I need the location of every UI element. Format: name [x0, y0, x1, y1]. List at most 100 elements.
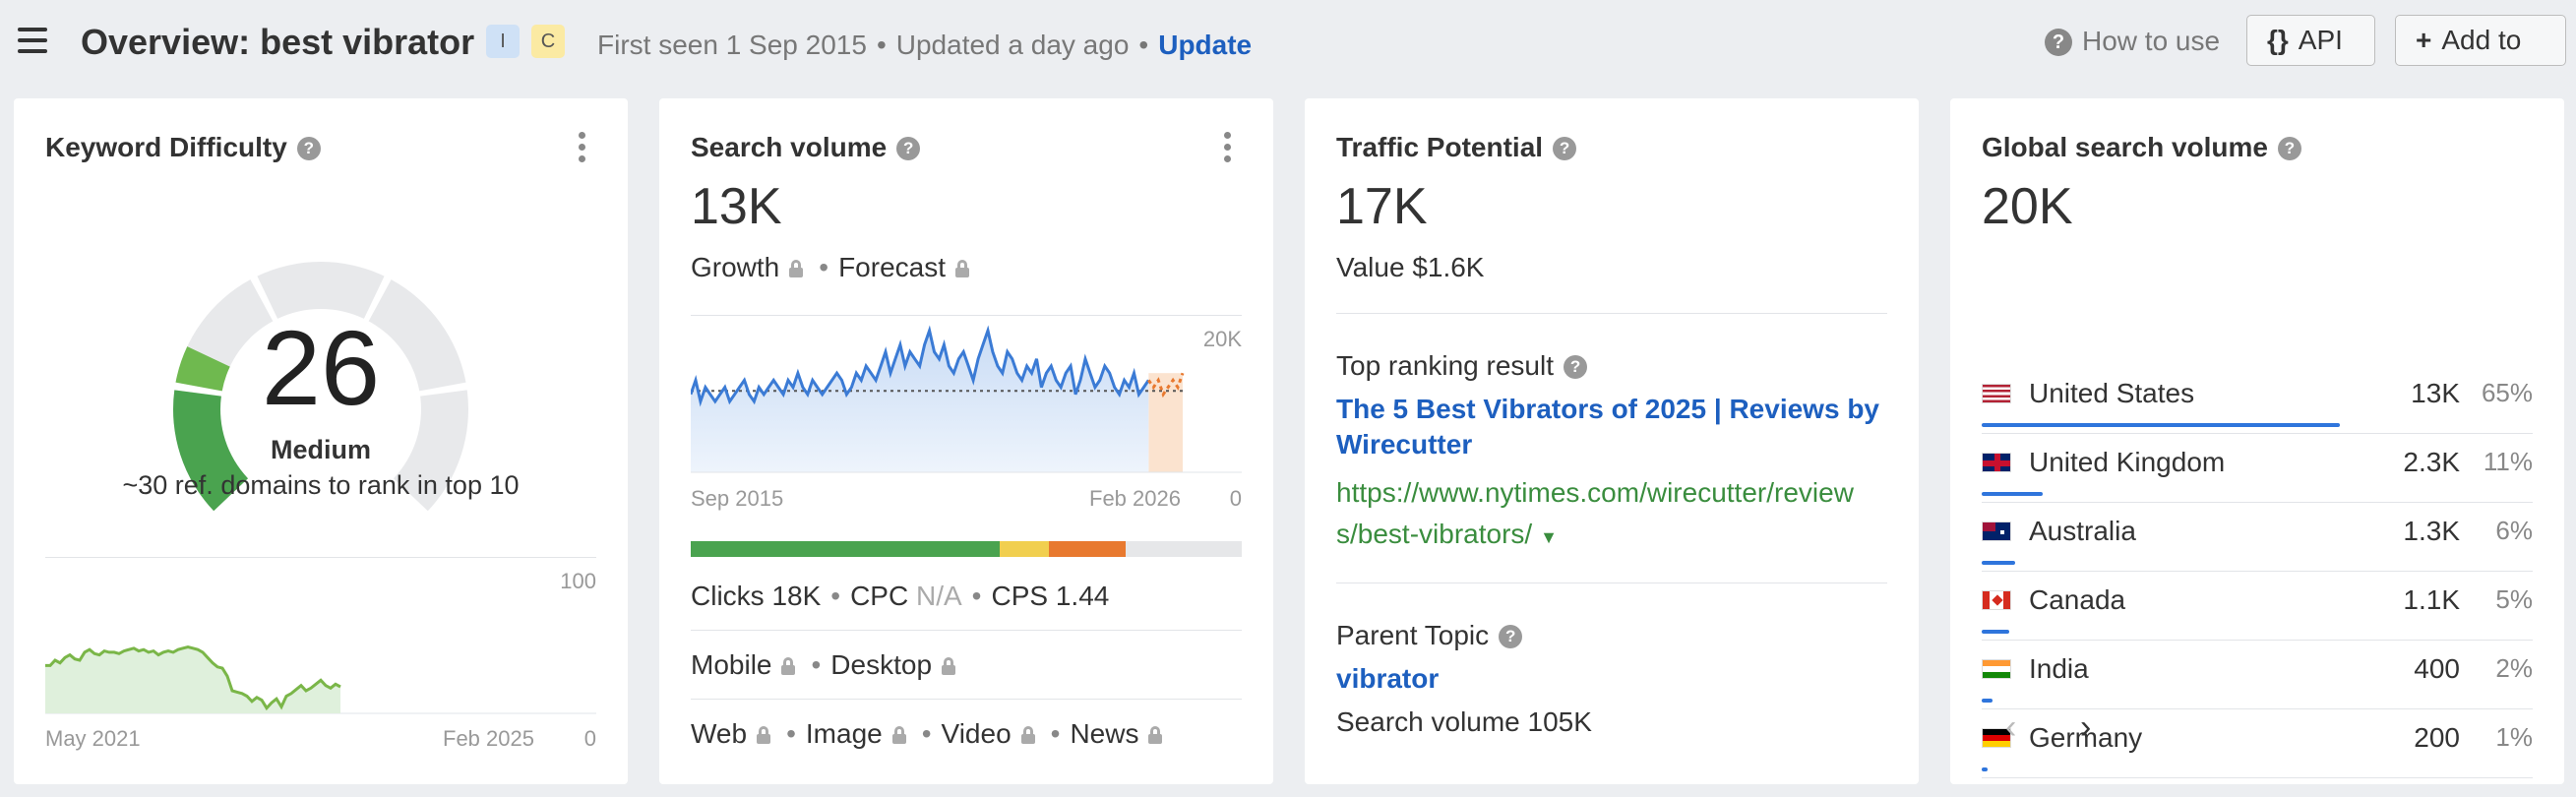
- country-share: 5%: [2495, 584, 2533, 614]
- mobile-label[interactable]: Mobile: [691, 649, 772, 680]
- divider: [1982, 571, 2533, 572]
- divider: [1982, 708, 2533, 709]
- kd-chart-x-end: Feb 2025: [443, 726, 534, 751]
- help-icon[interactable]: ?: [296, 137, 321, 160]
- intent-badge-informational[interactable]: I: [486, 25, 520, 58]
- how-to-use-link[interactable]: ? How to use: [2045, 26, 2220, 57]
- help-icon[interactable]: ?: [1564, 355, 1588, 379]
- divider: [691, 699, 1242, 700]
- country-volume: 200: [2414, 722, 2460, 753]
- intent-badge-commercial[interactable]: C: [531, 25, 565, 58]
- traffic-potential-value: 17K: [1336, 178, 1428, 235]
- next-page-icon[interactable]: ›: [2080, 708, 2092, 746]
- desktop-label[interactable]: Desktop: [830, 649, 933, 680]
- forecast-label[interactable]: Forecast: [838, 252, 946, 282]
- parent-topic-label-row: Parent Topic?: [1336, 620, 1532, 651]
- top-result-url-link[interactable]: https://www.nytimes.com/wirecutter/revie…: [1336, 472, 1854, 558]
- lock-icon: [1148, 726, 1163, 744]
- device-row: Mobile • Desktop: [691, 649, 961, 681]
- country-row[interactable]: United States 13K 65%: [1982, 364, 2533, 434]
- gauge-track-segment: [368, 279, 466, 392]
- prev-page-icon[interactable]: ‹: [2005, 708, 2017, 746]
- country-share-bar: [1982, 699, 1993, 703]
- country-share-bar: [1982, 423, 2340, 427]
- growth-label[interactable]: Growth: [691, 252, 780, 282]
- sv-chart-ymin: 0: [1229, 486, 1242, 511]
- chart-top-border: [691, 315, 1242, 316]
- country-volume: 1.3K: [2403, 516, 2460, 546]
- lock-icon: [789, 260, 804, 277]
- global-search-volume-card: Global search volume? 20K United States 1…: [1950, 98, 2564, 784]
- web-label[interactable]: Web: [691, 718, 748, 749]
- news-label[interactable]: News: [1070, 718, 1139, 749]
- top-result-title-link[interactable]: The 5 Best Vibrators of 2025 | Reviews b…: [1336, 392, 1879, 462]
- card-title: Global search volume?: [1982, 132, 2301, 163]
- help-icon[interactable]: ?: [1499, 625, 1523, 648]
- flag-us-icon: [1982, 384, 2011, 403]
- kd-distribution-segment: [999, 541, 1049, 557]
- country-share: 11%: [2483, 447, 2533, 476]
- country-volume: 400: [2414, 653, 2460, 684]
- top-bar: Overview: best vibrator I C First seen 1…: [0, 0, 2576, 89]
- more-options-icon[interactable]: [1224, 132, 1232, 167]
- api-button[interactable]: {} API: [2246, 15, 2375, 66]
- country-share: 6%: [2495, 516, 2533, 545]
- more-options-icon[interactable]: [579, 132, 586, 167]
- traffic-potential-card: Traffic Potential? 17K Value $1.6K Top r…: [1305, 98, 1919, 784]
- flag-in-icon: [1982, 659, 2011, 679]
- top-result-url-line1: https://www.nytimes.com/wirecutter/revie…: [1336, 477, 1854, 508]
- parent-topic-link[interactable]: vibrator: [1336, 663, 1440, 694]
- cps-value: CPS 1.44: [991, 581, 1110, 611]
- divider: [1336, 582, 1887, 583]
- help-icon[interactable]: ?: [896, 137, 921, 160]
- search-volume-chart: [691, 325, 1242, 473]
- card-title: Traffic Potential?: [1336, 132, 1577, 163]
- divider: [1982, 640, 2533, 641]
- divider: [1982, 777, 2533, 778]
- add-to-label: Add to: [2441, 25, 2522, 55]
- sv-chart-ymax: 20K: [1202, 327, 1242, 351]
- help-icon[interactable]: ?: [2278, 137, 2301, 160]
- image-label[interactable]: Image: [805, 718, 883, 749]
- lock-icon: [1020, 726, 1035, 744]
- clicks-cpc-row: Clicks 18K • CPC N/A • CPS 1.44: [691, 581, 1110, 611]
- country-share-bar: [1982, 767, 1988, 771]
- kd-chart-x-start: May 2021: [45, 726, 141, 751]
- updated-text: Updated a day ago: [895, 30, 1130, 60]
- help-icon[interactable]: ?: [1553, 137, 1577, 160]
- country-name: India: [2029, 653, 2089, 684]
- search-volume-card: Search volume? 13K Growth • Forecast 20K S…: [659, 98, 1273, 784]
- hamburger-menu-icon[interactable]: [18, 28, 47, 53]
- gauge-fill-segment: [173, 390, 249, 512]
- country-name: United States: [2029, 378, 2195, 408]
- api-label: API: [2298, 25, 2343, 55]
- clicks-value: Clicks 18K: [691, 581, 822, 611]
- country-row[interactable]: Canada 1.1K 5%: [1982, 571, 2533, 641]
- country-volume: 1.1K: [2403, 584, 2460, 615]
- growth-forecast-row: Growth • Forecast: [691, 252, 975, 283]
- country-share: 2%: [2495, 653, 2533, 683]
- top-result-label: Top ranking result: [1336, 350, 1555, 381]
- country-name: Australia: [2029, 516, 2136, 546]
- tp-title: Traffic Potential: [1336, 132, 1544, 162]
- kd-distribution-segment: [691, 541, 1000, 557]
- update-link[interactable]: Update: [1158, 30, 1253, 60]
- flag-au-icon: [1982, 521, 2011, 541]
- country-name: Canada: [2029, 584, 2126, 615]
- add-to-button[interactable]: + Add to: [2395, 15, 2566, 66]
- cpc-value: N/A: [915, 581, 962, 611]
- kd-chart-ymin: 0: [583, 726, 596, 751]
- card-title: Keyword Difficulty?: [45, 132, 321, 163]
- country-share-bar: [1982, 492, 2043, 496]
- divider: [1982, 433, 2533, 434]
- video-label[interactable]: Video: [941, 718, 1012, 749]
- country-row[interactable]: Germany 200 1%: [1982, 708, 2533, 778]
- country-row[interactable]: United Kingdom 2.3K 11%: [1982, 433, 2533, 503]
- country-row[interactable]: Australia 1.3K 6%: [1982, 502, 2533, 572]
- country-share: 1%: [2495, 722, 2533, 752]
- caret-down-icon[interactable]: ▼: [1540, 527, 1558, 547]
- gsv-title: Global search volume: [1982, 132, 2268, 162]
- country-row[interactable]: India 400 2%: [1982, 640, 2533, 709]
- lock-icon: [891, 726, 906, 744]
- traffic-value: Value $1.6K: [1336, 252, 1485, 282]
